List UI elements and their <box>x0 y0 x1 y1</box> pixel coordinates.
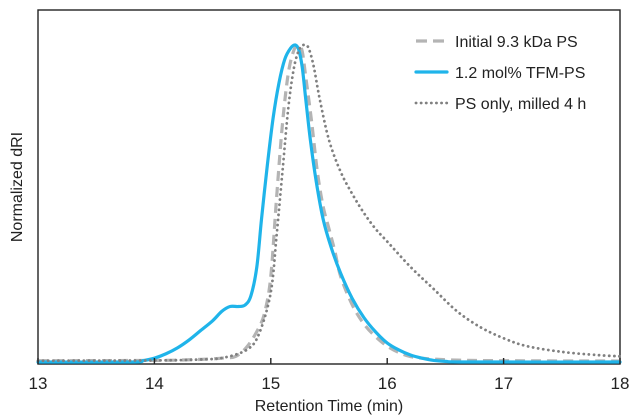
x-tick-label: 18 <box>611 374 630 393</box>
y-axis-title: Normalized dRI <box>9 132 26 242</box>
legend-label-3: PS only, milled 4 h <box>455 96 586 113</box>
x-tick-label: 16 <box>378 374 397 393</box>
x-tick-label: 14 <box>145 374 164 393</box>
series-line-3 <box>36 43 622 363</box>
x-axis-ticks: 13 14 15 16 17 18 <box>29 358 630 393</box>
plot-area <box>37 9 621 365</box>
x-tick-label: 13 <box>29 374 48 393</box>
series-line-1 <box>37 43 621 363</box>
legend: Initial 9.3 kDa PS 1.2 mol% TFM-PS PS only… <box>414 34 586 113</box>
x-tick-label: 17 <box>494 374 513 393</box>
legend-label-1: Initial 9.3 kDa PS <box>455 34 578 51</box>
plot-frame <box>37 9 621 365</box>
series-line-2 <box>36 43 622 364</box>
x-axis-title: Retention Time (min) <box>255 398 404 415</box>
series-layer <box>36 43 622 364</box>
x-tick-label: 15 <box>261 374 280 393</box>
legend-label-2: 1.2 mol% TFM-PS <box>455 65 585 82</box>
